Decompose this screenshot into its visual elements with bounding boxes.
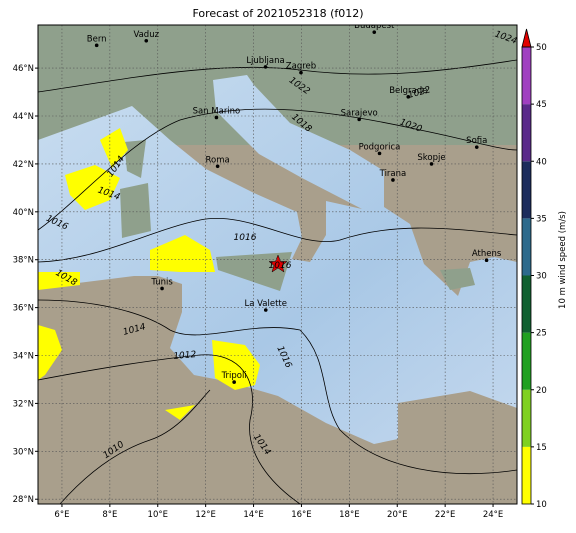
city-dot xyxy=(406,95,411,99)
colorbar-segment xyxy=(522,446,531,504)
y-tick-label: 30°N xyxy=(13,447,34,457)
x-tick-label: 20°E xyxy=(387,510,407,520)
isobar-label: 1012 xyxy=(173,350,197,362)
city-label: Bern xyxy=(87,34,107,44)
city-dot xyxy=(232,380,236,384)
city-dot xyxy=(215,164,220,169)
x-tick-label: 16°E xyxy=(291,510,311,520)
corsica xyxy=(124,140,146,178)
city-label: Vaduz xyxy=(133,30,159,40)
city-label: Belgrade xyxy=(389,86,427,96)
city-dot xyxy=(372,30,377,34)
isobars xyxy=(38,59,517,504)
colorbar-tick-label: 25 xyxy=(536,329,547,339)
city-dot xyxy=(484,258,489,262)
y-tick-label: 32°N xyxy=(13,399,34,409)
city-dot xyxy=(299,70,303,75)
colorbar: 10 15 20 25 30 35 40 45 50 xyxy=(521,28,547,510)
city-label: La Valette xyxy=(245,299,288,309)
city-label: Zagreb xyxy=(286,62,316,72)
city-label: Tripoli xyxy=(221,371,247,381)
colorbar-tick-label: 40 xyxy=(536,157,547,167)
city-dot xyxy=(474,145,479,149)
x-tick-label: 24°E xyxy=(483,510,503,520)
colorbar-tick-label: 30 xyxy=(536,272,547,282)
city-dot xyxy=(160,286,164,291)
city-label: Sofia xyxy=(466,136,487,146)
city-label: Roma xyxy=(206,155,230,165)
colorbar-tick-label: 45 xyxy=(536,100,547,110)
colorbar-segment xyxy=(522,104,531,162)
sardinia xyxy=(120,183,151,238)
y-tick-label: 34°N xyxy=(13,352,34,362)
colorbar-tick-label: 50 xyxy=(536,43,547,53)
y-tick-label: 46°N xyxy=(13,64,34,74)
axis-ticks: 6°E 8°E 10°E 12°E 14°E 16°E 18°E 20°E 22°E 24°E 28… xyxy=(13,64,504,520)
y-tick-label: 40°N xyxy=(13,208,34,218)
isobar-label: 1016 xyxy=(269,261,292,271)
title: Forecast of 2021052318 (f012) xyxy=(192,7,363,20)
isobar-label: 1016 xyxy=(234,233,257,243)
city-label: Tirana xyxy=(379,169,407,179)
peloponnese xyxy=(440,268,475,290)
city-dot xyxy=(263,308,268,312)
city-dot xyxy=(391,178,395,182)
city-dot xyxy=(263,65,268,69)
x-tick-label: 10°E xyxy=(148,510,168,520)
colorbar-segment xyxy=(522,275,531,333)
city-label: Sarajevo xyxy=(341,108,378,118)
x-tick-label: 18°E xyxy=(339,510,359,520)
colorbar-segment xyxy=(522,218,531,276)
grid xyxy=(38,25,517,504)
y-tick-label: 38°N xyxy=(13,256,34,266)
colorbar-tick-label: 20 xyxy=(536,386,547,396)
city-dot xyxy=(429,162,434,166)
city-label: Budapest xyxy=(354,21,395,31)
city-label: Podgorica xyxy=(359,142,401,152)
colorbar-segment xyxy=(522,47,531,105)
colorbar-label: 10 m wind speed (m/s) xyxy=(558,211,568,309)
y-tick-label: 42°N xyxy=(13,160,34,170)
colorbar-segment xyxy=(522,332,531,390)
colorbar-tick-label: 35 xyxy=(536,214,547,224)
x-tick-label: 22°E xyxy=(435,510,455,520)
x-tick-label: 6°E xyxy=(54,510,69,520)
city-label: Ljubljana xyxy=(246,56,284,66)
city-dot xyxy=(357,117,361,122)
city-label: Tunis xyxy=(150,277,173,287)
colorbar-segment xyxy=(522,389,531,447)
y-tick-label: 28°N xyxy=(13,495,34,505)
city-label: San Marino xyxy=(193,106,241,116)
y-tick-label: 36°N xyxy=(13,304,34,314)
city-dot xyxy=(214,115,219,120)
city-label: Athens xyxy=(472,249,502,259)
colorbar-tick-label: 15 xyxy=(536,443,547,453)
x-tick-label: 8°E xyxy=(102,510,117,520)
city-dot xyxy=(144,39,149,43)
colorbar-segment xyxy=(522,161,531,219)
wind-areas xyxy=(38,128,260,420)
colorbar-tick-label: 10 xyxy=(536,500,547,510)
x-tick-label: 14°E xyxy=(243,510,263,520)
city-label: Skopje xyxy=(417,153,445,163)
colorbar-extend xyxy=(521,28,532,48)
map-frame xyxy=(37,24,518,505)
event-star xyxy=(268,254,288,273)
city-dot xyxy=(377,151,382,156)
city-dot xyxy=(94,43,99,48)
x-tick-label: 12°E xyxy=(195,510,215,520)
y-tick-label: 44°N xyxy=(13,112,34,122)
